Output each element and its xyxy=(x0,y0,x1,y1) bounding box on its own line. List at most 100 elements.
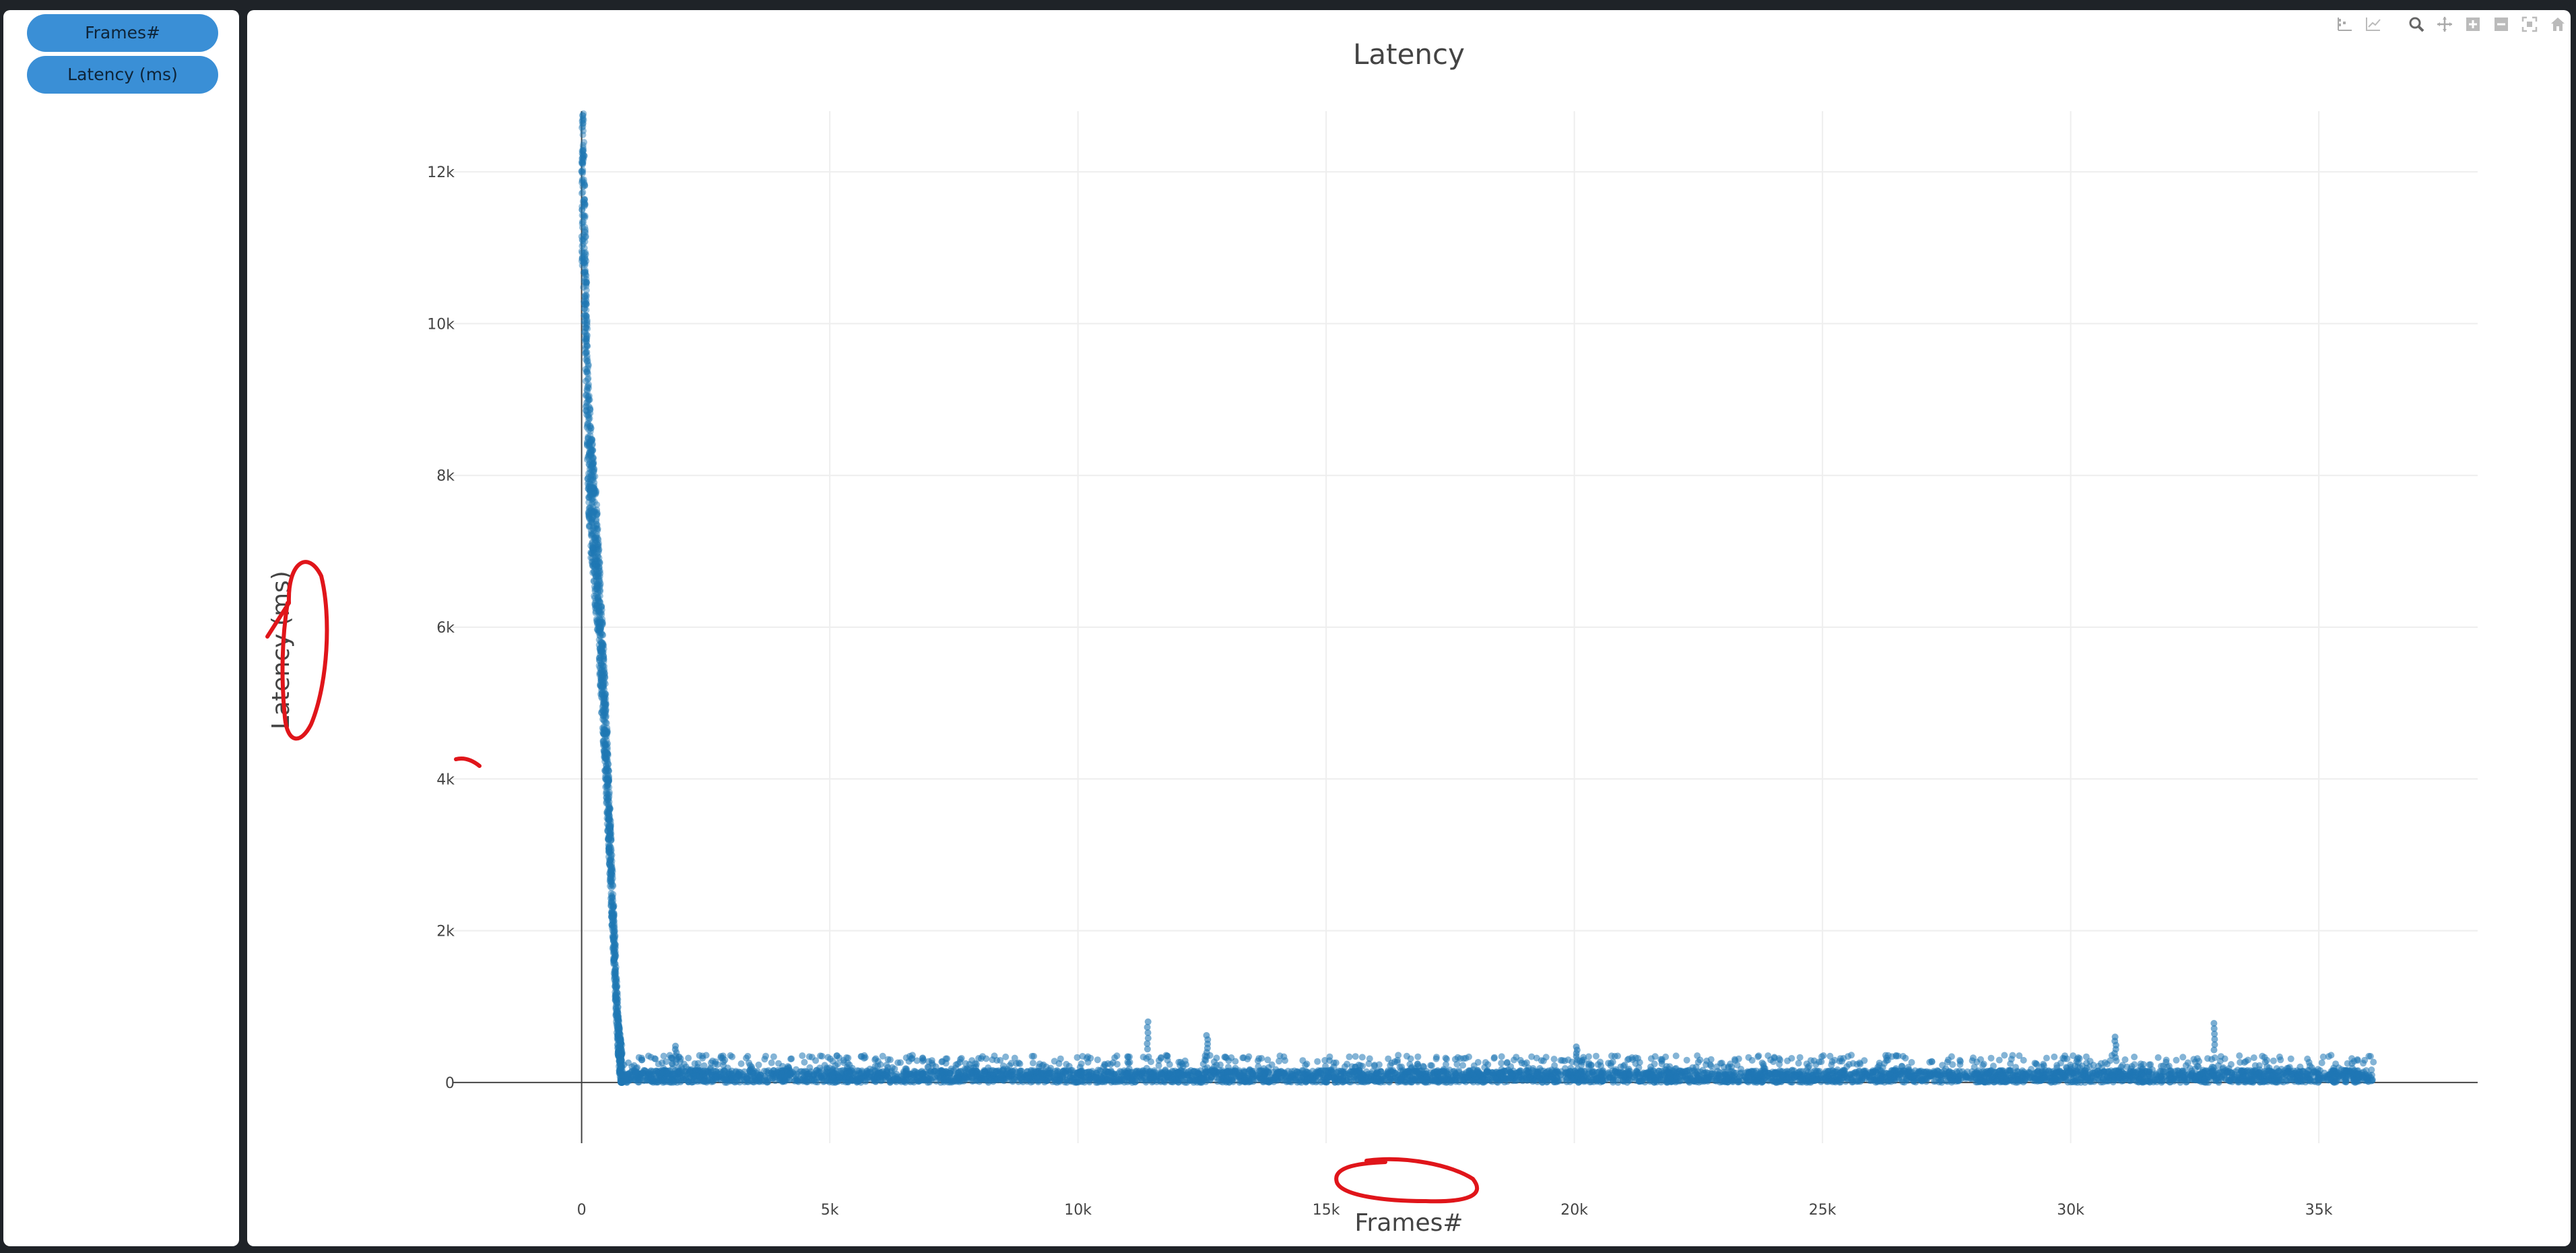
data-point xyxy=(605,860,613,867)
data-point xyxy=(606,862,614,870)
data-point xyxy=(595,563,602,571)
data-point xyxy=(1414,1053,1422,1060)
data-point xyxy=(610,918,618,925)
frames-button[interactable]: Frames# xyxy=(27,14,218,52)
data-point xyxy=(605,856,613,864)
data-point xyxy=(601,680,609,687)
data-point xyxy=(595,540,602,547)
data-point xyxy=(600,730,607,738)
data-point xyxy=(614,982,621,990)
data-point xyxy=(602,708,609,715)
data-point xyxy=(586,486,593,494)
data-point xyxy=(603,779,611,787)
data-point xyxy=(599,648,606,655)
data-point xyxy=(617,1041,624,1049)
data-point xyxy=(615,1047,622,1054)
data-point xyxy=(579,255,586,262)
data-point xyxy=(606,849,614,856)
data-point xyxy=(607,862,614,870)
data-point xyxy=(608,877,616,885)
data-point xyxy=(596,645,603,653)
data-point xyxy=(612,932,619,939)
data-point xyxy=(1030,1052,1037,1060)
data-point xyxy=(589,544,596,551)
data-point xyxy=(586,494,593,501)
data-point xyxy=(584,383,591,391)
data-point xyxy=(597,587,603,595)
data-point xyxy=(586,396,593,404)
data-point xyxy=(597,599,604,606)
data-point xyxy=(585,452,593,459)
data-point xyxy=(594,527,601,534)
data-point xyxy=(605,846,613,854)
data-point xyxy=(614,1050,622,1058)
data-point xyxy=(590,484,597,491)
data-point xyxy=(579,154,587,162)
data-point xyxy=(601,750,608,757)
data-point xyxy=(609,897,617,904)
data-point xyxy=(607,817,614,825)
data-point xyxy=(591,490,599,497)
data-point xyxy=(601,695,607,702)
data-point xyxy=(607,823,614,830)
data-point xyxy=(585,361,592,368)
data-point xyxy=(612,971,619,978)
data-point xyxy=(2154,1054,2162,1061)
data-point xyxy=(618,1051,625,1058)
data-point xyxy=(894,1059,902,1066)
data-point xyxy=(612,965,619,973)
data-point xyxy=(588,472,595,479)
data-point xyxy=(602,690,609,698)
data-point xyxy=(605,795,612,802)
data-point xyxy=(583,368,590,376)
data-point xyxy=(584,376,591,383)
data-point xyxy=(583,292,590,300)
data-point xyxy=(614,1036,621,1043)
data-point xyxy=(591,555,599,562)
data-point xyxy=(613,999,620,1006)
data-point xyxy=(609,874,616,882)
data-point xyxy=(585,396,593,404)
data-point xyxy=(605,833,613,841)
data-point xyxy=(605,778,612,785)
data-point xyxy=(585,485,592,492)
data-point xyxy=(581,182,589,189)
data-point xyxy=(593,583,601,590)
data-point xyxy=(2287,1055,2294,1062)
data-point xyxy=(605,810,612,817)
data-point xyxy=(606,877,614,885)
data-point xyxy=(614,996,622,1003)
data-point xyxy=(583,300,590,308)
data-point xyxy=(597,674,605,681)
data-point xyxy=(589,484,597,492)
data-point xyxy=(578,168,585,175)
data-point xyxy=(590,468,597,476)
data-point xyxy=(603,781,611,789)
data-point xyxy=(614,1007,622,1014)
data-point xyxy=(616,1037,624,1045)
data-point xyxy=(618,1052,625,1059)
data-point xyxy=(616,1050,624,1057)
data-point xyxy=(612,988,619,996)
data-point xyxy=(603,808,611,815)
data-point xyxy=(615,1052,622,1060)
data-point xyxy=(596,645,603,652)
data-point xyxy=(609,872,616,879)
data-point xyxy=(584,475,591,482)
data-point xyxy=(617,1035,624,1042)
data-point xyxy=(599,712,607,719)
data-point xyxy=(580,259,587,266)
data-point xyxy=(606,875,614,882)
data-point xyxy=(607,902,615,909)
data-point xyxy=(611,924,618,932)
data-point xyxy=(589,531,596,538)
latency-ms-button[interactable]: Latency (ms) xyxy=(27,56,218,94)
data-point xyxy=(581,293,589,300)
data-point xyxy=(589,540,596,547)
data-point xyxy=(584,370,591,377)
data-point xyxy=(605,836,612,843)
data-point xyxy=(597,609,605,616)
data-point xyxy=(593,561,601,569)
data-point xyxy=(587,422,594,430)
